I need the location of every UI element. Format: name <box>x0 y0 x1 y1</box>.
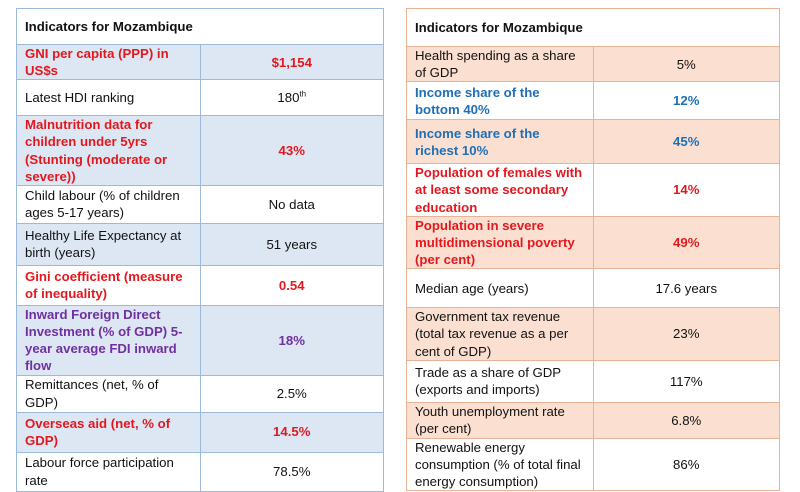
table-row: Health spending as a share of GDP 5% <box>406 45 780 83</box>
table-row: Population of females with at least some… <box>406 163 780 217</box>
table-row: Malnutrition data for children under 5yr… <box>16 115 384 186</box>
table-title: Indicators for Mozambique <box>16 8 384 45</box>
row-value: 0.54 <box>199 264 384 306</box>
row-value: No data <box>199 184 384 224</box>
row-value: 43% <box>199 115 384 186</box>
table-row: Population in severe multidimensional po… <box>406 215 780 270</box>
row-label: Income share of the bottom 40% <box>406 81 594 121</box>
table-row: Healthy Life Expectancy at birth (years)… <box>16 222 384 266</box>
table-row: Child labour (% of children ages 5-17 ye… <box>16 184 384 224</box>
table-row: Government tax revenue (total tax revenu… <box>406 307 780 361</box>
row-value: 23% <box>592 307 780 361</box>
row-label: Healthy Life Expectancy at birth (years) <box>16 222 201 266</box>
table-header-row: Indicators for Mozambique <box>406 8 780 47</box>
row-value: 78.5% <box>199 451 384 492</box>
row-label: Health spending as a share of GDP <box>406 45 594 83</box>
table-header-row: Indicators for Mozambique <box>16 8 384 45</box>
row-value: 86% <box>592 437 780 492</box>
row-value: 18% <box>199 304 384 376</box>
table-row: Latest HDI ranking 180th <box>16 79 384 117</box>
row-value: 45% <box>592 119 780 165</box>
row-label: Latest HDI ranking <box>16 79 201 117</box>
table-row: Median age (years) 17.6 years <box>406 268 780 309</box>
row-label: Income share of the richest 10% <box>406 119 594 165</box>
row-label: Remittances (net, % of GDP) <box>16 374 201 413</box>
row-label: Inward Foreign Direct Investment (% of G… <box>16 304 201 376</box>
table-row: Trade as a share of GDP (exports and imp… <box>406 359 780 403</box>
row-label: Population of females with at least some… <box>406 163 594 217</box>
table-row: Labour force participation rate 78.5% <box>16 451 384 492</box>
row-label: GNI per capita (PPP) in US$s <box>16 43 201 81</box>
table-row: Income share of the bottom 40% 12% <box>406 81 780 121</box>
row-value: 5% <box>592 45 780 83</box>
row-value: 17.6 years <box>592 268 780 309</box>
table-row: Inward Foreign Direct Investment (% of G… <box>16 304 384 376</box>
row-value: 14.5% <box>199 411 384 453</box>
hdi-rank-number: 180 <box>277 90 300 106</box>
row-value: 51 years <box>199 222 384 266</box>
row-value: 14% <box>592 163 780 217</box>
table-row: Remittances (net, % of GDP) 2.5% <box>16 374 384 413</box>
table-row: Youth unemployment rate (per cent) 6.8% <box>406 401 780 439</box>
row-label: Malnutrition data for children under 5yr… <box>16 115 201 186</box>
row-label: Population in severe multidimensional po… <box>406 215 594 270</box>
row-label: Overseas aid (net, % of GDP) <box>16 411 201 453</box>
table-row: GNI per capita (PPP) in US$s $1,154 <box>16 43 384 81</box>
row-value: 6.8% <box>592 401 780 439</box>
row-label: Renewable energy consumption (% of total… <box>406 437 594 492</box>
row-label: Labour force participation rate <box>16 451 201 492</box>
row-value: 49% <box>592 215 780 270</box>
row-label: Median age (years) <box>406 268 594 309</box>
table-row: Renewable energy consumption (% of total… <box>406 437 780 492</box>
table-row: Overseas aid (net, % of GDP) 14.5% <box>16 411 384 453</box>
row-label: Youth unemployment rate (per cent) <box>406 401 594 439</box>
indicators-table-left: Indicators for Mozambique GNI per capita… <box>16 8 384 492</box>
indicators-table-right: Indicators for Mozambique Health spendin… <box>406 8 780 492</box>
row-label: Trade as a share of GDP (exports and imp… <box>406 359 594 403</box>
row-value: 12% <box>592 81 780 121</box>
row-value: 180th <box>199 79 384 117</box>
hdi-rank-suffix: th <box>299 89 307 99</box>
row-label: Child labour (% of children ages 5-17 ye… <box>16 184 201 224</box>
row-value: $1,154 <box>199 43 384 81</box>
row-label: Government tax revenue (total tax revenu… <box>406 307 594 361</box>
row-value: 117% <box>592 359 780 403</box>
table-row: Gini coefficient (measure of inequality)… <box>16 264 384 306</box>
row-value: 2.5% <box>199 374 384 413</box>
table-row: Income share of the richest 10% 45% <box>406 119 780 165</box>
row-label: Gini coefficient (measure of inequality) <box>16 264 201 306</box>
table-title: Indicators for Mozambique <box>406 8 780 47</box>
